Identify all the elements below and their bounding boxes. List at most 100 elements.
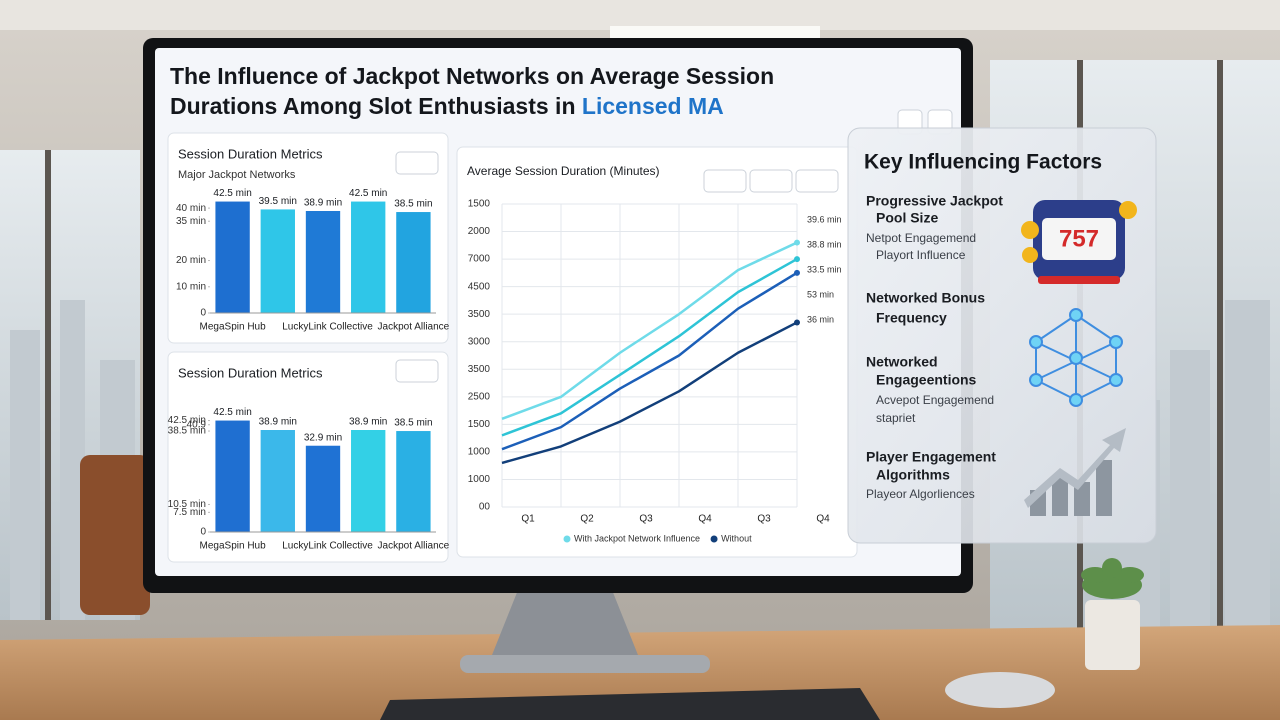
factor-title: Progressive Jackpot: [866, 193, 1003, 209]
end-point: [794, 319, 800, 326]
annotation: 39.6 min: [807, 214, 842, 224]
end-point: [794, 256, 800, 263]
title-line: The Influence of Jackpot Networks on Ave…: [170, 63, 774, 89]
y-tick-label: 0: [200, 527, 206, 538]
tool-button[interactable]: [795, 169, 839, 193]
data-label: 42.5 min: [349, 188, 387, 199]
x-tick-label: MegaSpin Hub: [200, 541, 267, 552]
x-tick-label: MegaSpin Hub: [200, 322, 267, 333]
y-tick-label: 0: [200, 308, 206, 319]
y-tick-label: 38.5 min: [168, 426, 206, 437]
series-line: [501, 258, 798, 437]
side-panel-title: Key Influencing Factors: [864, 151, 1102, 174]
x-tick-label: LuckyLink Collective: [282, 322, 373, 333]
factor-titles: Progressive Jackpot Pool Size Networked …: [866, 193, 1003, 483]
bar: [351, 429, 386, 532]
dropdown-button[interactable]: [395, 151, 439, 175]
plant-pot: [1085, 600, 1140, 670]
page-title: Durations Among Slot Enthusiasts in Lice…: [170, 93, 724, 119]
y-tick-label: 40.9: [187, 419, 207, 430]
factor-detail: Playort Influence: [876, 248, 966, 262]
bar: [305, 445, 341, 532]
y-tick-label: 10 min: [176, 281, 206, 292]
annotation: 36 min: [807, 314, 834, 324]
tool-button[interactable]: [749, 169, 793, 193]
y-tick-label: 40 min: [176, 203, 206, 214]
factor-title: Player Engagement: [866, 449, 996, 465]
data-label: 32.9 min: [304, 432, 342, 443]
legend-swatch: [710, 535, 718, 543]
end-point: [794, 239, 800, 246]
y-tick-label: 35 min: [176, 216, 206, 227]
data-label: 38.5 min: [394, 418, 432, 429]
dropdown-button[interactable]: [703, 169, 747, 193]
y-tick-label: 1000: [468, 447, 491, 458]
x-tick-label: Q2: [580, 514, 594, 525]
annotation: 53 min: [807, 289, 834, 299]
series-line: [501, 271, 798, 451]
legend-label: With Jackpot Network Influence: [574, 533, 700, 543]
plant: [1081, 558, 1144, 599]
y-tick-label: 3000: [468, 336, 491, 347]
series-line: [501, 321, 798, 465]
factor-title: Networked Bonus: [866, 290, 985, 306]
y-tick-label: 2500: [468, 391, 491, 402]
mouse: [945, 672, 1055, 708]
y-tick-label: 3500: [468, 364, 491, 375]
bar: [305, 210, 341, 313]
data-label: 42.5 min: [213, 188, 251, 199]
end-point: [794, 269, 800, 276]
factor-title: Algorithms: [876, 467, 950, 483]
y-tick-label: 3500: [468, 309, 491, 320]
x-tick-label: Jackpot Alliance: [378, 541, 450, 552]
chart-subtitle: Major Jackpot Networks: [178, 169, 296, 181]
y-tick-label: 1500: [468, 419, 491, 430]
x-tick-label: Q4: [816, 514, 830, 525]
factor-detail: stapriet: [876, 411, 916, 425]
x-tick-label: LuckyLink Collective: [282, 541, 373, 552]
panel-buttons: [395, 151, 839, 383]
bar: [396, 431, 431, 532]
network-icon: [1029, 308, 1123, 407]
page-title: The Influence of Jackpot Networks on Ave…: [170, 63, 774, 89]
legend-swatch: [563, 535, 571, 543]
factor-details: Netpot Engagemend Playort Influence Acve…: [866, 231, 994, 501]
data-label: 42.5 min: [213, 407, 251, 418]
y-tick-label: 2000: [468, 226, 491, 237]
bar: [215, 201, 250, 313]
factor-title: Networked: [866, 354, 938, 370]
y-tick-label: 1000: [468, 474, 491, 485]
x-tick-label: Jackpot Alliance: [378, 322, 450, 333]
factor-detail: Netpot Engagemend: [866, 231, 976, 245]
slot-machine-icon: 757: [1021, 200, 1137, 284]
bar: [260, 209, 295, 313]
legend-label: Without: [721, 533, 752, 543]
y-tick-label: 7000: [468, 254, 491, 265]
data-label: 38.5 min: [394, 199, 432, 210]
dropdown-button[interactable]: [395, 359, 439, 383]
monitor-stand: [490, 585, 640, 660]
ceiling: [0, 0, 1280, 30]
chair: [80, 455, 150, 615]
factor-title: Engageentions: [876, 372, 977, 388]
y-tick-label: 7.5 min: [173, 507, 206, 518]
annotation: 38.8 min: [807, 239, 842, 249]
factor-detail: Acvepot Engagemend: [876, 393, 994, 407]
title-highlight: Licensed MA: [582, 93, 724, 119]
data-label: 39.5 min: [259, 196, 297, 207]
bar: [396, 212, 431, 313]
data-label: 38.9 min: [304, 198, 342, 209]
keyboard: [380, 688, 880, 720]
series-line: [501, 241, 798, 421]
factor-detail: Playeor Algorliences: [866, 487, 975, 501]
y-tick-label: 4500: [468, 281, 491, 292]
growth-icon: [1024, 428, 1126, 516]
monitor-base: [460, 655, 710, 673]
chart-title: Session Duration Metrics: [178, 146, 323, 161]
bar: [351, 201, 386, 313]
chart-title: Average Session Duration (Minutes): [467, 164, 660, 178]
x-tick-label: Q3: [757, 514, 771, 525]
y-tick-label: 1500: [468, 199, 491, 210]
factor-title: Frequency: [876, 310, 947, 326]
